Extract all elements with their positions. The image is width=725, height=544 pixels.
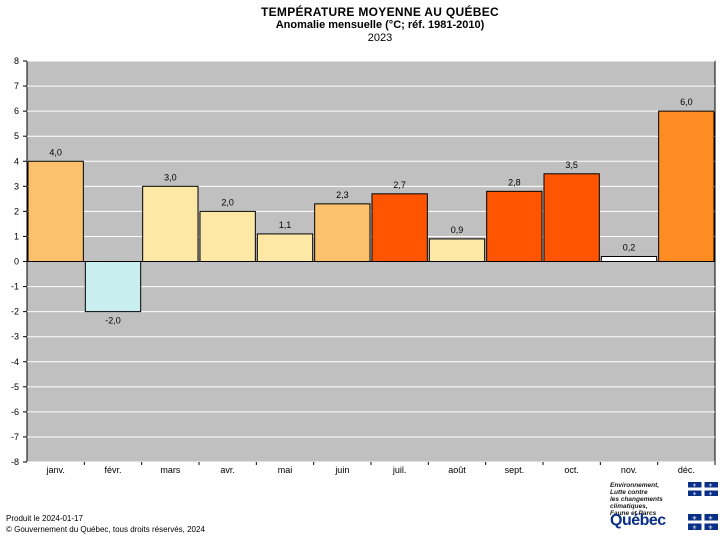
bar-avr	[199, 210, 256, 262]
y-tick-label: 8	[14, 56, 19, 66]
bar-févr	[84, 261, 142, 313]
x-tick-label: mars	[160, 465, 180, 475]
bar-oct	[543, 173, 600, 262]
svg-text:⚜: ⚜	[708, 483, 712, 489]
chart-title: TEMPÉRATURE MOYENNE AU QUÉBEC	[260, 5, 500, 19]
y-tick-label: 5	[14, 131, 19, 141]
bar-août	[428, 238, 486, 263]
bar-nov	[600, 255, 658, 262]
data-label: 3,0	[164, 172, 177, 182]
data-label: 0,9	[451, 225, 464, 235]
y-tick-label: 6	[14, 106, 19, 116]
x-tick-label: déc.	[678, 465, 695, 475]
x-tick-label: juin	[334, 465, 349, 475]
x-tick-label: juil.	[392, 465, 407, 475]
produced-date: Produit le 2024-01-17	[6, 514, 83, 523]
copyright-notice: © Gouvernement du Québec, tous droits ré…	[6, 525, 205, 534]
y-tick-label: 0	[14, 257, 19, 267]
data-label: -2,0	[105, 316, 121, 326]
ministry-line: Environnement,	[610, 482, 660, 489]
ministry-line: climatiques,	[610, 503, 648, 510]
data-label: 0,2	[623, 242, 636, 252]
bar-sept	[486, 190, 543, 262]
bar-déc	[658, 110, 715, 262]
bar-mai	[256, 233, 314, 262]
ministry-name: Environnement, Lutte contre les changeme…	[610, 482, 722, 517]
bar-mars	[142, 185, 199, 262]
svg-text:⚜: ⚜	[708, 515, 713, 522]
svg-text:⚜: ⚜	[692, 483, 696, 489]
x-tick-label: nov.	[621, 465, 637, 475]
chart-title-block: TEMPÉRATURE MOYENNE AU QUÉBEC Anomalie m…	[0, 6, 725, 45]
y-tick-label: -5	[11, 382, 19, 392]
y-tick-label: -2	[11, 307, 19, 317]
quebec-flag-icon: ⚜ ⚜ ⚜ ⚜	[688, 514, 718, 532]
y-tick-label: -4	[11, 357, 19, 367]
data-label: 3,5	[565, 160, 578, 170]
y-tick-label: -3	[11, 332, 19, 342]
data-label: 2,0	[221, 197, 234, 207]
x-tick-label: oct.	[564, 465, 579, 475]
data-label: 4,0	[49, 147, 62, 157]
data-label: 1,1	[279, 220, 292, 230]
svg-text:⚜: ⚜	[692, 515, 697, 522]
quebec-logo: Environnement, Lutte contre les changeme…	[610, 482, 722, 532]
svg-text:⚜: ⚜	[708, 525, 713, 531]
x-tick-label: févr.	[104, 465, 121, 475]
y-tick-label: -6	[11, 407, 19, 417]
data-label: 2,3	[336, 190, 349, 200]
data-label: 6,0	[680, 97, 693, 107]
bar-juil	[371, 193, 428, 262]
chart-subtitle: Anomalie mensuelle (°C; réf. 1981-2010)	[275, 19, 485, 31]
ministry-line: les changements	[610, 496, 663, 503]
x-tick-label: mai	[278, 465, 293, 475]
x-tick-label: avr.	[220, 465, 235, 475]
chart-year: 2023	[367, 32, 393, 44]
y-tick-label: 3	[14, 181, 19, 191]
svg-text:⚜: ⚜	[692, 525, 697, 531]
ministry-line: Faune et Parcs	[610, 510, 657, 517]
ministry-line: Lutte contre	[610, 489, 648, 496]
fleur-de-lis-flag-icon: ⚜ ⚜ ⚜ ⚜	[688, 482, 718, 498]
x-tick-label: août	[448, 465, 466, 475]
y-tick-label: 1	[14, 231, 19, 241]
bar-juin	[314, 203, 371, 262]
quebec-wordmark: Québec	[610, 512, 666, 529]
y-tick-label: 4	[14, 156, 19, 166]
x-tick-label: janv.	[45, 465, 64, 475]
svg-text:⚜: ⚜	[692, 492, 696, 497]
svg-text:⚜: ⚜	[708, 492, 712, 497]
data-label: 2,7	[393, 180, 406, 190]
y-tick-label: 7	[14, 81, 19, 91]
y-tick-label: -7	[11, 432, 19, 442]
data-label: 2,8	[508, 177, 521, 187]
y-tick-label: -8	[11, 457, 19, 467]
bar-janv	[27, 160, 84, 262]
y-tick-label: 2	[14, 206, 19, 216]
x-tick-label: sept.	[505, 465, 525, 475]
y-tick-label: -1	[11, 282, 19, 292]
